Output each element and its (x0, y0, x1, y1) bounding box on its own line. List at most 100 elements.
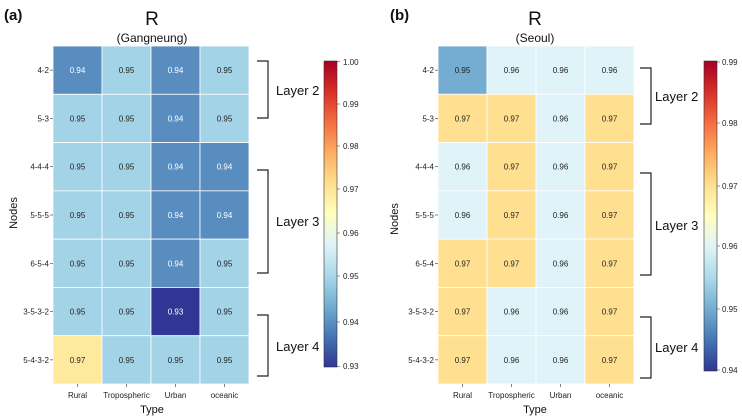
cell-value-label: 0.95 (217, 114, 233, 123)
cell-value-label: 0.97 (70, 356, 86, 365)
cell-value-label: 0.96 (553, 163, 569, 172)
cell-value-label: 0.96 (504, 66, 520, 75)
cell-value-label: 0.94 (217, 163, 233, 172)
x-tick-label: Tropospheric (103, 391, 149, 400)
cell-value-label: 0.95 (168, 356, 184, 365)
colorbar-tick-label: 0.99 (722, 58, 738, 67)
heatmap-cell (437, 45, 488, 95)
panel-label: (a) (4, 7, 22, 24)
colorbar-tick-label: 0.94 (722, 366, 738, 375)
cell-value-label: 0.97 (455, 308, 471, 317)
cell-value-label: 0.96 (553, 308, 569, 317)
y-axis-label: Nodes (8, 197, 20, 229)
colorbar (703, 60, 718, 372)
heatmap-cell (150, 45, 201, 95)
heatmap-cell (150, 335, 201, 385)
cell-value-label: 0.95 (119, 259, 135, 268)
layer-bracket (257, 60, 269, 119)
layer-bracket (640, 67, 652, 125)
layer-label: Layer 3 (276, 214, 319, 229)
cell-value-label: 0.96 (553, 356, 569, 365)
y-tick-label: 6-5-4 (415, 259, 434, 268)
layer-bracket (257, 314, 269, 377)
heatmap-cell (584, 335, 635, 385)
layer-label: Layer 3 (655, 218, 698, 233)
heatmap-cell (535, 335, 586, 385)
heatmap-cell (150, 287, 201, 337)
heatmap-cell (199, 93, 250, 143)
heatmap-cell (52, 45, 103, 95)
layer-label: Layer 4 (276, 339, 319, 354)
cell-value-label: 0.94 (217, 211, 233, 220)
heatmap-cell (584, 238, 635, 288)
chart-title: R (528, 9, 542, 30)
heatmap-cell (437, 335, 488, 385)
heatmap-cell (199, 287, 250, 337)
cell-value-label: 0.95 (70, 259, 86, 268)
panel-gangneung: (a) R (Gangneung) Nodes Type 0.94 0.95 0.9… (4, 7, 359, 416)
layer-label: Layer 2 (276, 83, 319, 98)
y-tick-label: 5-5-5 (30, 211, 49, 220)
heatmap-cell (437, 287, 488, 337)
colorbar-tick-label: 1.00 (343, 58, 359, 67)
cell-value-label: 0.96 (504, 308, 520, 317)
cell-value-label: 0.97 (602, 259, 618, 268)
y-tick-label: 3-5-3-2 (23, 308, 49, 317)
heatmap-cell (535, 190, 586, 240)
y-tick-label: 4-2 (422, 66, 434, 75)
cell-value-label: 0.95 (217, 259, 233, 268)
heatmap-cell (150, 238, 201, 288)
cell-value-label: 0.95 (70, 308, 86, 317)
x-axis-label: Type (523, 404, 547, 416)
heatmap-grid: 0.95 0.96 0.96 0.96 0.97 0.97 0.96 0.97 0.96 0.97… (408, 45, 635, 400)
colorbar (323, 60, 338, 368)
layer-label: Layer 4 (655, 340, 698, 355)
cell-value-label: 0.97 (504, 163, 520, 172)
heatmap-cell (584, 287, 635, 337)
cell-value-label: 0.96 (504, 356, 520, 365)
cell-value-label: 0.95 (217, 356, 233, 365)
chart-subtitle: (Seoul) (516, 31, 555, 45)
colorbar-ticks: 0.99 0.98 0.97 0.96 0.95 0.94 (717, 58, 738, 375)
heatmap-cell (52, 335, 103, 385)
colorbar-tick-label: 0.96 (343, 229, 359, 238)
chart-subtitle: (Gangneung) (117, 31, 188, 45)
heatmap-cell (486, 190, 537, 240)
heatmap-cell (486, 238, 537, 288)
heatmap-cell (101, 142, 152, 192)
colorbar-tick-label: 0.98 (722, 119, 738, 128)
x-tick-label: Urban (550, 391, 572, 400)
colorbar-tick-label: 0.99 (343, 100, 359, 109)
cell-value-label: 0.97 (602, 308, 618, 317)
cell-value-label: 0.97 (504, 259, 520, 268)
cell-value-label: 0.96 (455, 211, 471, 220)
cell-value-label: 0.95 (217, 308, 233, 317)
colorbar-tick-label: 0.95 (343, 272, 359, 281)
layer-bracket (257, 169, 269, 274)
y-tick-label: 5-4-3-2 (23, 356, 49, 365)
heatmap-cell (437, 93, 488, 143)
cell-value-label: 0.95 (70, 211, 86, 220)
cell-value-label: 0.95 (119, 356, 135, 365)
cell-value-label: 0.96 (602, 66, 618, 75)
heatmap-cell (486, 335, 537, 385)
y-tick-label: 5-3 (37, 114, 49, 123)
heatmap-cell (584, 93, 635, 143)
heatmap-cell (199, 238, 250, 288)
y-tick-label: 6-5-4 (30, 259, 49, 268)
colorbar-tick-label: 0.97 (343, 185, 359, 194)
heatmap-cell (101, 190, 152, 240)
colorbar-tick-label: 0.93 (343, 362, 359, 371)
heatmap-cell (535, 238, 586, 288)
heatmap-cell (535, 287, 586, 337)
x-tick-label: Rural (68, 391, 87, 400)
y-tick-label: 4-4-4 (415, 163, 434, 172)
cell-value-label: 0.97 (602, 211, 618, 220)
cell-value-label: 0.96 (553, 66, 569, 75)
cell-value-label: 0.93 (168, 308, 184, 317)
colorbar-ticks: 1.00 0.99 0.98 0.97 0.96 0.95 0.94 0.93 (337, 58, 359, 371)
panel-label: (b) (390, 7, 409, 24)
cell-value-label: 0.95 (70, 163, 86, 172)
heatmap-cell (101, 287, 152, 337)
